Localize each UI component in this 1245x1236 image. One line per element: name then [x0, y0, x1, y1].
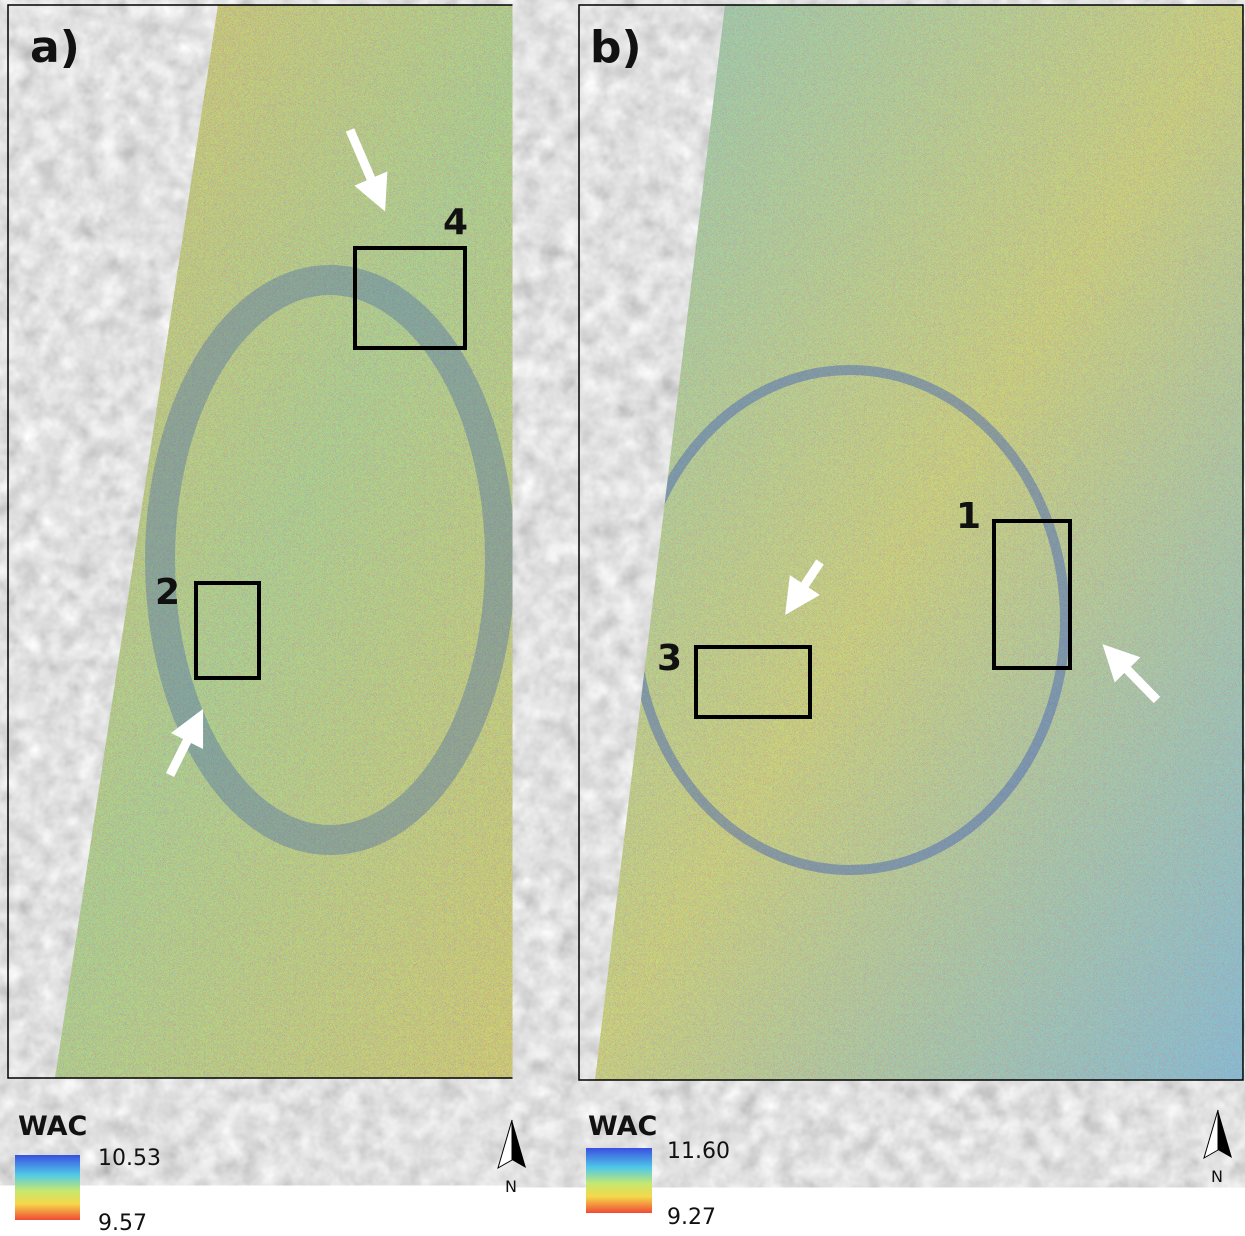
north-arrow-b: N — [1204, 1110, 1232, 1186]
region-label: 4 — [443, 202, 468, 243]
region-label: 2 — [155, 572, 180, 613]
legend-a: WAC 10.53 9.57 — [15, 1111, 161, 1236]
region-label: 3 — [657, 638, 682, 679]
legend-title: WAC — [588, 1111, 657, 1142]
color-ramp — [15, 1155, 80, 1220]
legend-max: 11.60 — [667, 1139, 730, 1164]
legend-min: 9.57 — [98, 1211, 147, 1236]
panel-a: a) 4 2 — [8, 5, 549, 1078]
figure: a) 4 2 b) 1 3 WAC 10.53 9.57 N WAC — [0, 0, 1245, 1236]
color-ramp — [586, 1148, 652, 1213]
legend-min: 9.27 — [667, 1205, 716, 1230]
panel-label: b) — [590, 22, 642, 73]
north-label: N — [505, 1177, 517, 1196]
legend-b: WAC 11.60 9.27 — [586, 1111, 730, 1230]
north-arrow-a: N — [498, 1120, 526, 1196]
panel-b: b) 1 3 — [579, 5, 1243, 1080]
legend-title: WAC — [18, 1111, 87, 1142]
region-label: 1 — [956, 496, 981, 537]
panel-label: a) — [30, 22, 80, 73]
north-label: N — [1211, 1167, 1223, 1186]
legend-max: 10.53 — [98, 1146, 161, 1171]
